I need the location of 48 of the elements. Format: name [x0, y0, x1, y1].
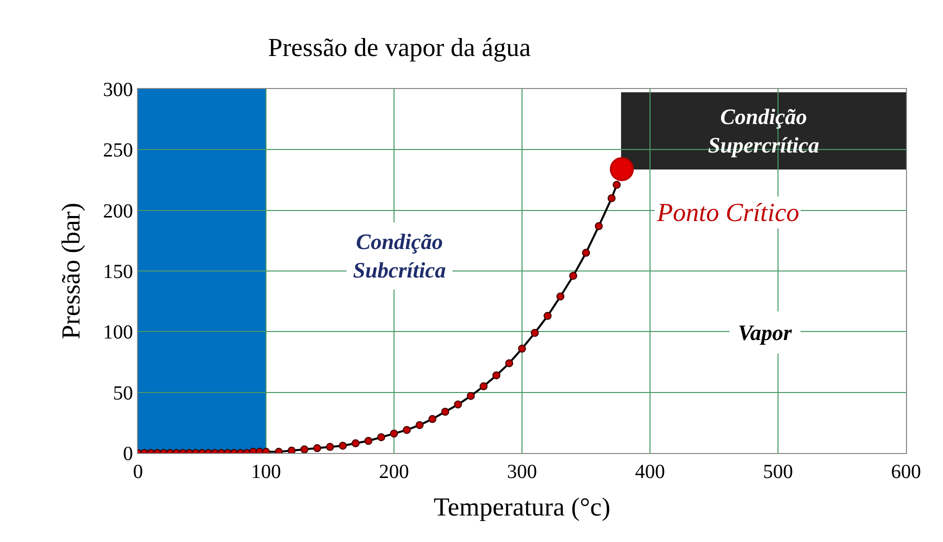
annotation: Condição Subcrítica	[353, 229, 446, 283]
y-tick-label: 150	[103, 261, 133, 283]
point	[492, 371, 500, 380]
y-tick-label: 0	[123, 443, 133, 465]
y-axis-title: Pressão (bar)	[56, 202, 86, 340]
y-tick-label: 300	[103, 79, 133, 101]
x-tick-label: 500	[763, 461, 793, 483]
point	[402, 426, 411, 434]
x-tick-label: 200	[379, 461, 409, 483]
point	[364, 436, 372, 445]
point	[612, 180, 621, 189]
chart-title: Pressão de vapor da água	[268, 33, 532, 62]
x-axis-title: Temperatura (°c)	[434, 492, 610, 522]
x-tick-label: 600	[891, 461, 921, 483]
point	[556, 292, 564, 300]
annotation: Condição Supercrítica	[708, 104, 820, 158]
annotation: Vapor	[738, 320, 792, 345]
y-tick-label: 250	[103, 140, 133, 162]
x-tick-label: 100	[251, 461, 281, 483]
point	[466, 392, 475, 400]
point	[313, 444, 322, 452]
point	[582, 248, 590, 257]
point	[518, 344, 526, 353]
point	[428, 415, 436, 424]
point	[544, 312, 552, 320]
point	[326, 442, 334, 451]
point	[594, 222, 603, 230]
point	[300, 445, 308, 453]
x-tick-label: 400	[635, 461, 665, 483]
point	[505, 359, 514, 368]
point	[352, 439, 360, 448]
point	[454, 400, 462, 408]
point	[608, 194, 616, 202]
annotation: Ponto Crítico	[656, 198, 800, 227]
point	[441, 408, 450, 416]
point	[288, 446, 296, 453]
point	[338, 442, 347, 450]
point	[390, 430, 398, 438]
y-tick-label: 100	[103, 322, 133, 344]
point	[377, 433, 386, 442]
point	[480, 382, 488, 390]
y-tick-label: 50	[113, 382, 133, 404]
x-tick-label: 300	[507, 461, 537, 483]
point	[610, 157, 634, 182]
point	[569, 272, 578, 280]
point	[530, 328, 539, 337]
point	[416, 421, 424, 430]
y-tick-label: 200	[103, 200, 133, 222]
